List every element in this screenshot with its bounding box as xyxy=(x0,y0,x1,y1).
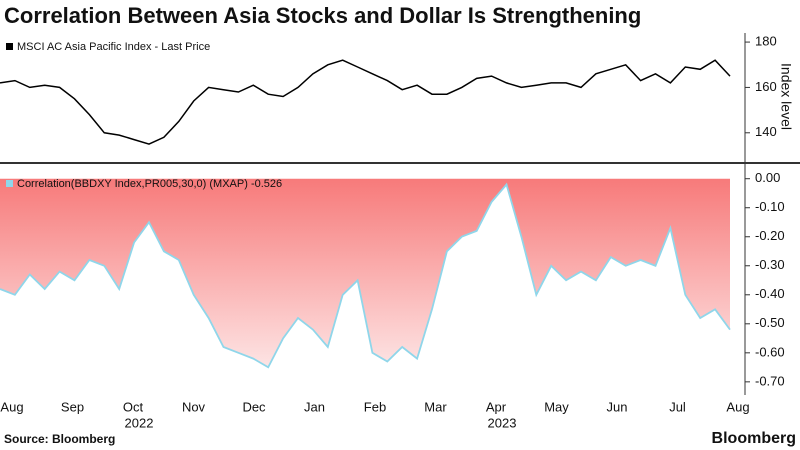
legend-label: MSCI AC Asia Pacific Index - Last Price xyxy=(17,41,210,53)
legend-swatch xyxy=(6,180,13,187)
x-tick-label: Aug xyxy=(0,399,23,414)
line xyxy=(0,59,731,145)
x-tick-label: Jun xyxy=(607,399,628,414)
x-tick-label: Oct xyxy=(123,399,144,414)
x-tick-label: Nov xyxy=(182,399,206,414)
y-tick-label: 160 xyxy=(755,79,777,94)
y-tick-label: -0.60 xyxy=(755,344,785,359)
source: Source: Bloomberg xyxy=(4,432,115,446)
y-axis-label: Index level xyxy=(778,63,794,130)
x-year-label: 2022 xyxy=(125,415,154,430)
x-tick-label: Dec xyxy=(242,399,266,414)
legend-label: Correlation(BBDXY Index,PR005,30,0) (MXA… xyxy=(17,178,282,190)
x-tick-label: Aug xyxy=(726,399,749,414)
y-tick-label: -0.30 xyxy=(755,257,785,272)
y-tick-label: -0.70 xyxy=(755,373,785,388)
x-tick-label: May xyxy=(544,399,569,414)
area-fill xyxy=(0,178,730,368)
x-tick-label: Jul xyxy=(669,399,686,414)
x-tick-label: Apr xyxy=(486,399,507,414)
y-tick-label: 0.00 xyxy=(755,170,780,185)
y-tick-label: 140 xyxy=(755,124,777,139)
y-tick-label: -0.50 xyxy=(755,315,785,330)
chart-title: Correlation Between Asia Stocks and Doll… xyxy=(4,3,641,28)
y-tick-label: 180 xyxy=(755,34,777,49)
brand: Bloomberg xyxy=(712,430,796,447)
legend-swatch xyxy=(6,43,13,50)
y-tick-label: -0.20 xyxy=(755,228,785,243)
y-tick-label: -0.40 xyxy=(755,286,785,301)
x-tick-label: Sep xyxy=(61,399,84,414)
x-tick-label: Feb xyxy=(364,399,386,414)
x-tick-label: Mar xyxy=(424,399,447,414)
y-tick-label: -0.10 xyxy=(755,199,785,214)
x-tick-label: Jan xyxy=(304,399,325,414)
area-line xyxy=(0,182,731,369)
x-year-label: 2023 xyxy=(488,415,517,430)
